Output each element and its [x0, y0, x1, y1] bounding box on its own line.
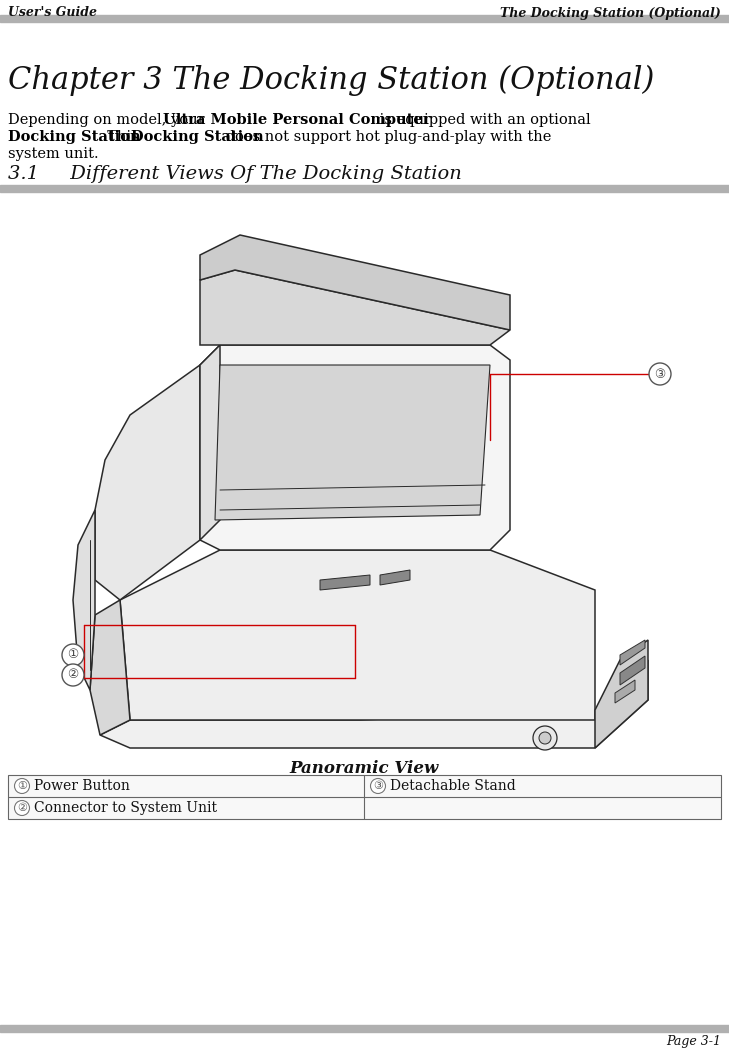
Text: ①: ① [67, 648, 79, 662]
Text: does not support hot plug-and-play with the: does not support hot plug-and-play with … [221, 130, 551, 144]
Circle shape [649, 363, 671, 385]
Text: Panoramic View: Panoramic View [289, 759, 439, 777]
Polygon shape [615, 680, 635, 703]
Text: ③: ③ [655, 367, 666, 381]
Polygon shape [73, 510, 95, 690]
Bar [8, 775, 721, 819]
Polygon shape [200, 345, 220, 540]
Text: ③: ③ [373, 782, 383, 791]
Text: User's Guide: User's Guide [8, 6, 97, 20]
Polygon shape [200, 270, 510, 345]
Polygon shape [620, 640, 645, 665]
Circle shape [62, 664, 84, 686]
Circle shape [539, 732, 551, 744]
Text: Ultra Mobile Personal Computer: Ultra Mobile Personal Computer [163, 113, 431, 127]
Text: . This: . This [98, 130, 144, 144]
Polygon shape [620, 656, 645, 685]
Polygon shape [380, 570, 410, 585]
Text: Power Button: Power Button [34, 779, 130, 793]
Polygon shape [100, 660, 648, 748]
Text: ①: ① [17, 782, 27, 791]
Polygon shape [200, 345, 510, 550]
Text: Docking Station: Docking Station [8, 130, 141, 144]
Polygon shape [120, 550, 595, 720]
Text: ②: ② [17, 802, 27, 813]
Circle shape [15, 778, 29, 793]
Bar [0, 1025, 729, 1032]
Text: ②: ② [67, 668, 79, 682]
Polygon shape [95, 365, 200, 600]
Polygon shape [595, 640, 648, 748]
Polygon shape [320, 575, 370, 590]
Text: Chapter 3 The Docking Station (Optional): Chapter 3 The Docking Station (Optional) [8, 65, 655, 97]
Circle shape [62, 644, 84, 666]
Text: Depending on model, your: Depending on model, your [8, 113, 209, 127]
Polygon shape [90, 600, 130, 735]
Polygon shape [200, 235, 510, 330]
Circle shape [370, 778, 386, 793]
Text: Detachable Stand: Detachable Stand [390, 779, 515, 793]
Text: system unit.: system unit. [8, 147, 98, 160]
Text: Page 3-1: Page 3-1 [666, 1035, 721, 1049]
Bar [0, 15, 729, 22]
Circle shape [533, 726, 557, 750]
Text: Docking Station: Docking Station [131, 130, 264, 144]
Polygon shape [215, 365, 490, 520]
Bar [0, 185, 729, 192]
Circle shape [15, 800, 29, 815]
Text: The Docking Station (Optional): The Docking Station (Optional) [500, 6, 721, 20]
Text: Connector to System Unit: Connector to System Unit [34, 801, 217, 815]
Text: is equipped with an optional: is equipped with an optional [375, 113, 590, 127]
Text: 3.1     Different Views Of The Docking Station: 3.1 Different Views Of The Docking Stati… [8, 165, 461, 183]
